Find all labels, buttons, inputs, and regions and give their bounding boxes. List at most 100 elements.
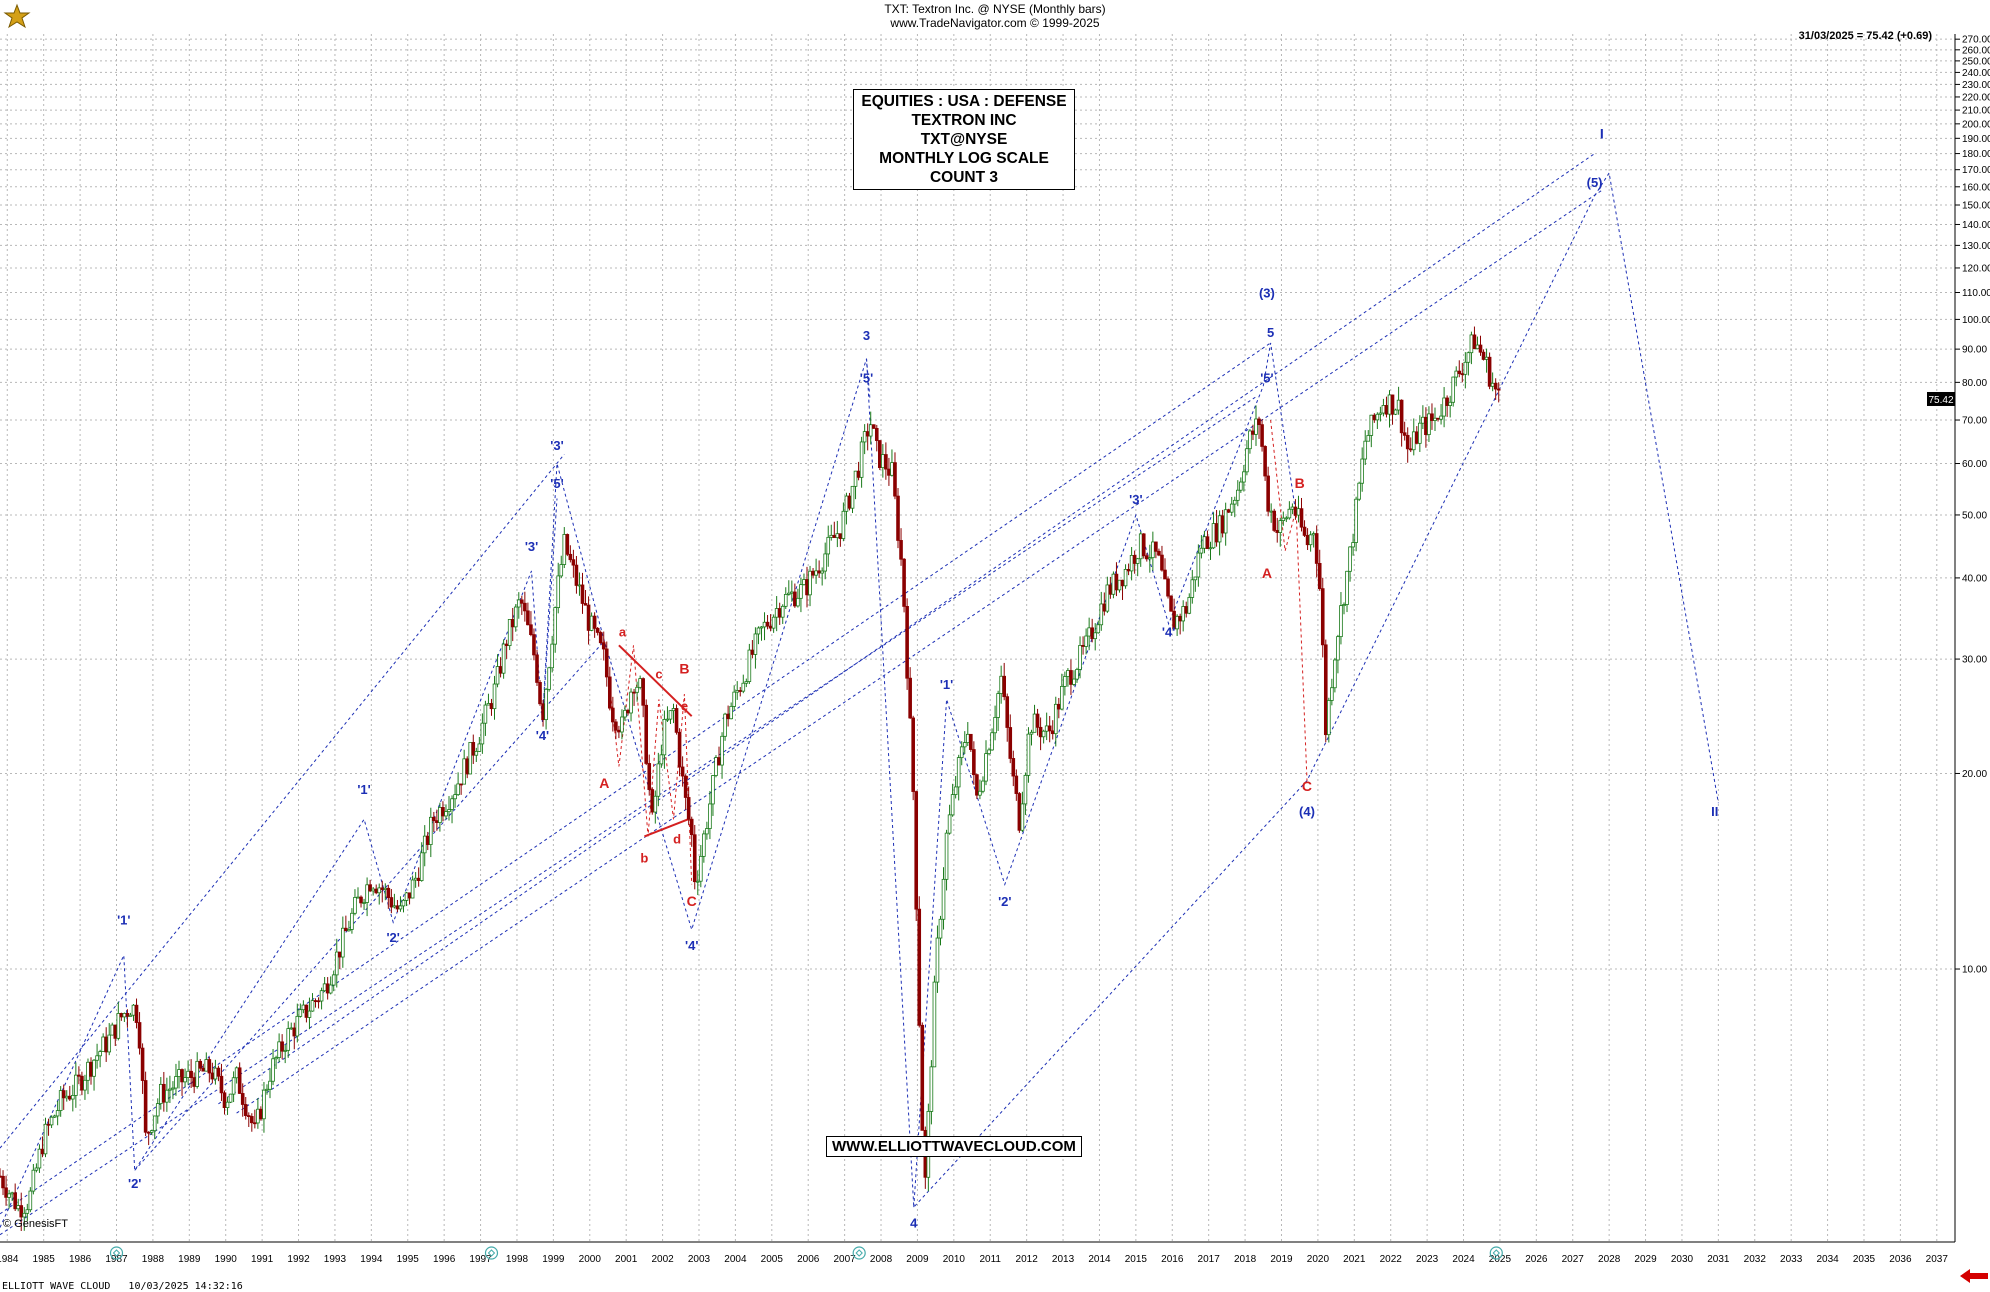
cycle-marker-glyph xyxy=(112,1249,121,1257)
price-bar-body xyxy=(146,1131,151,1134)
y-tick-label: 270.00 xyxy=(1962,35,1990,46)
x-tick-label: 1998 xyxy=(506,1254,529,1265)
y-tick-label: 60.00 xyxy=(1962,459,1987,470)
y-tick-label: 50.00 xyxy=(1962,510,1987,521)
price-bar-body xyxy=(1493,382,1498,390)
x-tick-label: 2013 xyxy=(1052,1254,1075,1265)
price-bar-body xyxy=(1433,417,1437,421)
price-bar-body xyxy=(805,579,809,596)
price-bar-body xyxy=(334,951,339,976)
price-bar-body xyxy=(347,929,351,932)
price-bar-body xyxy=(268,1080,272,1090)
price-bar-body xyxy=(532,634,536,656)
price-bar-body xyxy=(1081,645,1085,647)
price-bar-body xyxy=(1302,526,1307,536)
cycle-marker-glyph xyxy=(487,1249,496,1257)
price-bar-body xyxy=(1430,413,1434,421)
price-bar-body xyxy=(1439,415,1443,420)
price-bar-body xyxy=(180,1069,184,1083)
price-bar-body xyxy=(689,818,694,836)
price-bar-body xyxy=(16,1205,21,1210)
price-bar-body xyxy=(556,575,561,608)
price-bar-body xyxy=(119,1013,124,1018)
price-bar-body xyxy=(246,1115,251,1117)
x-tick-label: 1988 xyxy=(142,1254,165,1265)
x-tick-label: 2019 xyxy=(1270,1254,1293,1265)
price-bar-body xyxy=(1236,489,1240,501)
x-tick-label: 2007 xyxy=(833,1254,856,1265)
price-bar-body xyxy=(1384,405,1389,415)
wave-label: b xyxy=(640,850,648,865)
price-bar-body xyxy=(935,937,940,983)
price-bar-body xyxy=(149,1130,154,1133)
price-bar-body xyxy=(1290,506,1295,510)
price-bar-body xyxy=(77,1074,81,1077)
cycle-marker-glyph xyxy=(1492,1249,1500,1257)
price-bar-body xyxy=(1317,563,1322,590)
price-bar-body xyxy=(371,888,375,892)
x-tick-label: 2015 xyxy=(1125,1254,1148,1265)
price-bar-body xyxy=(49,1116,54,1126)
y-tick-label: 210.00 xyxy=(1962,106,1990,117)
price-bar-body xyxy=(574,564,579,586)
price-bar-body xyxy=(702,833,706,857)
price-bar-body xyxy=(453,794,457,800)
price-bar-body xyxy=(243,1104,248,1116)
x-tick-label: 2037 xyxy=(1926,1254,1949,1265)
x-tick-label: 1992 xyxy=(287,1254,310,1265)
price-bar-body xyxy=(298,1009,303,1017)
price-bar-body xyxy=(313,1000,318,1002)
scroll-right-arrow-icon[interactable] xyxy=(1960,1268,1988,1284)
price-bar-body xyxy=(586,604,591,631)
price-bar-body xyxy=(1372,414,1377,421)
wave-line xyxy=(0,396,1257,1236)
price-bar-body xyxy=(1254,418,1258,435)
price-bar-body xyxy=(887,468,891,476)
price-bar-body xyxy=(19,1205,24,1218)
price-bar-body xyxy=(489,703,494,710)
price-bar-body xyxy=(680,766,685,777)
price-bar-body xyxy=(871,424,876,429)
price-bar-body xyxy=(717,757,721,766)
price-bar-body xyxy=(865,431,870,437)
wave-line xyxy=(541,498,558,723)
price-bar-body xyxy=(46,1123,51,1126)
price-bar-body xyxy=(465,758,470,775)
price-bar-body xyxy=(1138,533,1143,560)
price-bar-body xyxy=(969,733,973,750)
price-bar-body xyxy=(128,1014,133,1017)
price-bar-body xyxy=(984,753,988,782)
price-bar-body xyxy=(577,584,582,587)
x-tick-label: 2021 xyxy=(1343,1254,1366,1265)
price-bar-body xyxy=(34,1167,39,1171)
price-bar-body xyxy=(914,791,919,910)
y-tick-label: 130.00 xyxy=(1962,241,1990,252)
price-bar-body xyxy=(1284,517,1289,520)
price-bar-body xyxy=(762,621,767,628)
price-bar-body xyxy=(1011,758,1016,777)
price-bar-body xyxy=(626,709,630,714)
price-bar-body xyxy=(1451,376,1456,403)
price-bar-body xyxy=(204,1059,209,1072)
wave-label: '1' xyxy=(940,677,953,692)
y-tick-label: 180.00 xyxy=(1962,149,1990,160)
y-tick-label: 90.00 xyxy=(1962,345,1987,356)
price-bar-body xyxy=(1199,547,1204,554)
x-tick-label: 2009 xyxy=(906,1254,929,1265)
price-bar-body xyxy=(319,990,324,1002)
price-bar-body xyxy=(683,775,688,798)
y-tick-label: 110.00 xyxy=(1962,288,1990,299)
price-bar-body xyxy=(1266,475,1270,512)
price-bar-body xyxy=(228,1093,233,1103)
price-bar-body xyxy=(286,1028,291,1051)
chart-grid xyxy=(0,34,1955,1242)
price-bar-body xyxy=(1123,568,1128,587)
price-bar-body xyxy=(981,780,985,792)
cycle-marker-icon xyxy=(109,1246,124,1260)
price-bar-body xyxy=(210,1072,215,1080)
price-bar-body xyxy=(635,686,639,693)
price-bar-body xyxy=(553,607,557,645)
price-bar-body xyxy=(107,1034,112,1053)
price-bar-body xyxy=(1148,557,1152,560)
price-bar-body xyxy=(237,1067,242,1094)
